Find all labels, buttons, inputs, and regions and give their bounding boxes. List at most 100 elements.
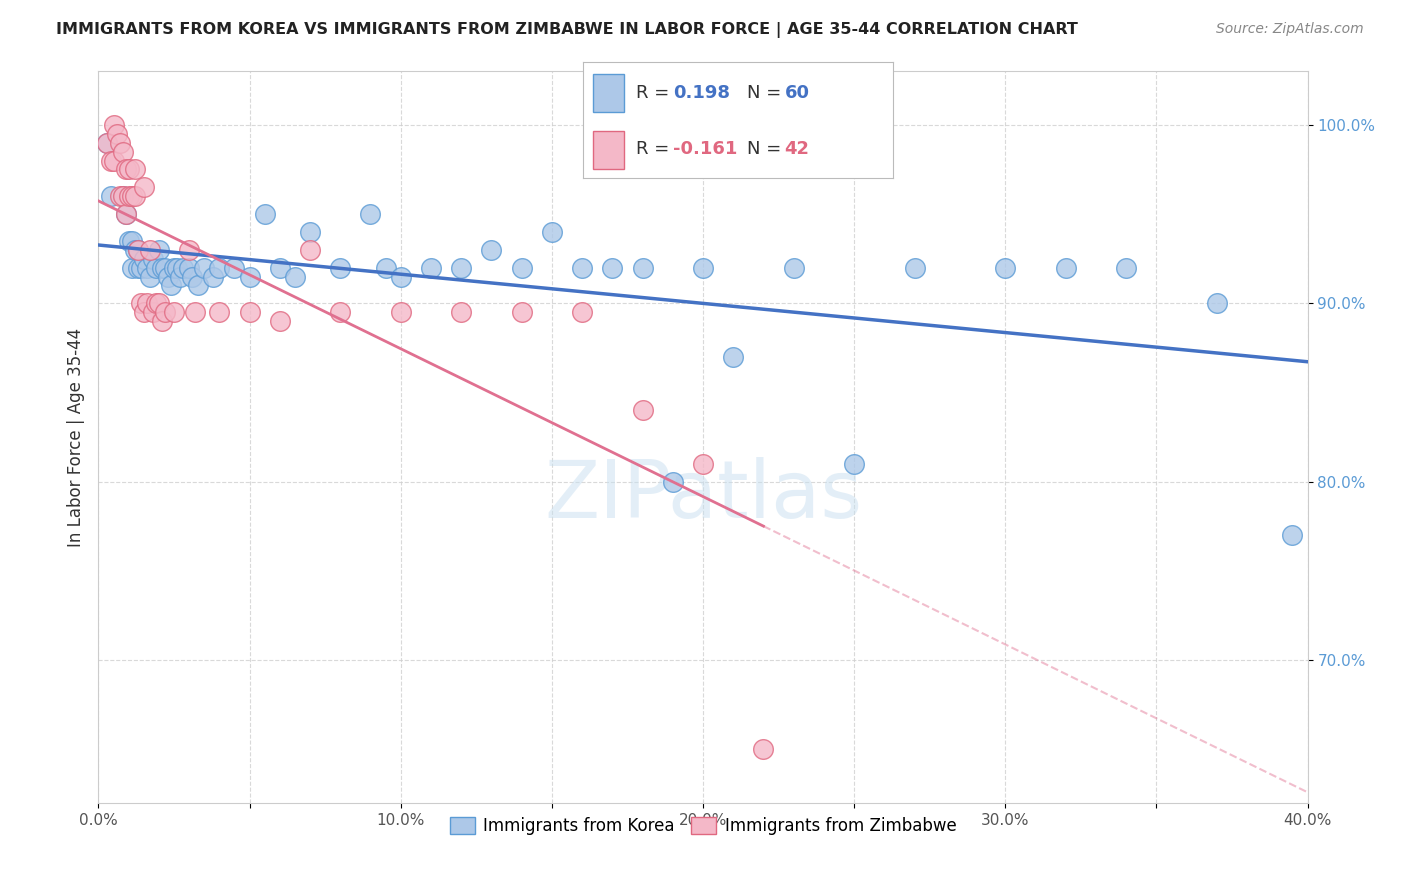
Point	[360, 207, 382, 221]
Point	[105, 127, 128, 141]
Point	[723, 350, 745, 364]
Text: -0.161: -0.161	[673, 140, 738, 159]
Point	[121, 260, 143, 275]
Point	[148, 296, 170, 310]
Point	[184, 305, 207, 319]
Point	[129, 296, 152, 310]
Point	[374, 260, 396, 275]
Point	[142, 252, 165, 266]
Point	[139, 269, 162, 284]
Point	[118, 162, 141, 177]
Point	[108, 189, 131, 203]
Point	[166, 260, 188, 275]
Point	[299, 243, 322, 257]
Point	[118, 189, 141, 203]
Point	[132, 252, 155, 266]
Point	[329, 305, 352, 319]
Point	[571, 260, 593, 275]
Point	[208, 260, 231, 275]
Point	[153, 260, 176, 275]
Point	[179, 260, 201, 275]
Point	[844, 457, 866, 471]
Text: Source: ZipAtlas.com: Source: ZipAtlas.com	[1216, 22, 1364, 37]
Point	[253, 207, 276, 221]
Point	[571, 305, 593, 319]
Point	[179, 243, 201, 257]
Point	[450, 260, 472, 275]
Point	[114, 207, 136, 221]
Point	[156, 269, 179, 284]
Text: 0.198: 0.198	[673, 84, 730, 102]
Point	[145, 296, 167, 310]
Point	[108, 136, 131, 150]
Point	[118, 234, 141, 248]
Point	[904, 260, 927, 275]
Point	[389, 269, 412, 284]
Point	[111, 145, 134, 159]
Point	[540, 225, 562, 239]
Point	[127, 243, 149, 257]
Point	[135, 260, 157, 275]
Point	[510, 260, 533, 275]
Point	[172, 260, 194, 275]
Text: R =: R =	[636, 140, 675, 159]
Point	[1281, 528, 1303, 542]
Text: IMMIGRANTS FROM KOREA VS IMMIGRANTS FROM ZIMBABWE IN LABOR FORCE | AGE 35-44 COR: IMMIGRANTS FROM KOREA VS IMMIGRANTS FROM…	[56, 22, 1078, 38]
Point	[150, 260, 173, 275]
Point	[692, 260, 714, 275]
Point	[631, 403, 654, 417]
Text: ZIPatlas: ZIPatlas	[544, 457, 862, 534]
Text: 42: 42	[785, 140, 810, 159]
Text: 60: 60	[785, 84, 810, 102]
Point	[132, 180, 155, 194]
Point	[111, 189, 134, 203]
Point	[269, 314, 291, 328]
Point	[994, 260, 1017, 275]
Point	[169, 269, 191, 284]
Point	[121, 189, 143, 203]
Point	[299, 225, 322, 239]
Point	[100, 153, 122, 168]
Point	[148, 243, 170, 257]
Point	[145, 260, 167, 275]
Point	[142, 305, 165, 319]
Point	[103, 153, 125, 168]
Point	[284, 269, 307, 284]
Point	[661, 475, 683, 489]
Point	[163, 260, 186, 275]
Point	[124, 162, 146, 177]
Point	[420, 260, 443, 275]
Legend: Immigrants from Korea, Immigrants from Zimbabwe: Immigrants from Korea, Immigrants from Z…	[443, 811, 963, 842]
Text: R =: R =	[636, 84, 675, 102]
Point	[96, 136, 118, 150]
Point	[103, 118, 125, 132]
Point	[100, 189, 122, 203]
Point	[150, 314, 173, 328]
Point	[510, 305, 533, 319]
FancyBboxPatch shape	[593, 131, 624, 169]
Point	[481, 243, 503, 257]
Point	[139, 243, 162, 257]
Point	[124, 189, 146, 203]
Text: N =: N =	[748, 140, 787, 159]
Point	[752, 742, 775, 756]
Point	[1115, 260, 1137, 275]
Point	[114, 207, 136, 221]
Point	[111, 189, 134, 203]
Point	[450, 305, 472, 319]
Point	[124, 243, 146, 257]
Point	[160, 278, 183, 293]
Point	[239, 305, 262, 319]
Point	[132, 305, 155, 319]
Point	[96, 136, 118, 150]
Point	[193, 260, 215, 275]
Point	[127, 243, 149, 257]
Point	[783, 260, 806, 275]
Y-axis label: In Labor Force | Age 35-44: In Labor Force | Age 35-44	[66, 327, 84, 547]
Point	[224, 260, 246, 275]
Point	[1206, 296, 1229, 310]
Point	[269, 260, 291, 275]
Point	[187, 278, 209, 293]
FancyBboxPatch shape	[593, 74, 624, 112]
Point	[114, 162, 136, 177]
